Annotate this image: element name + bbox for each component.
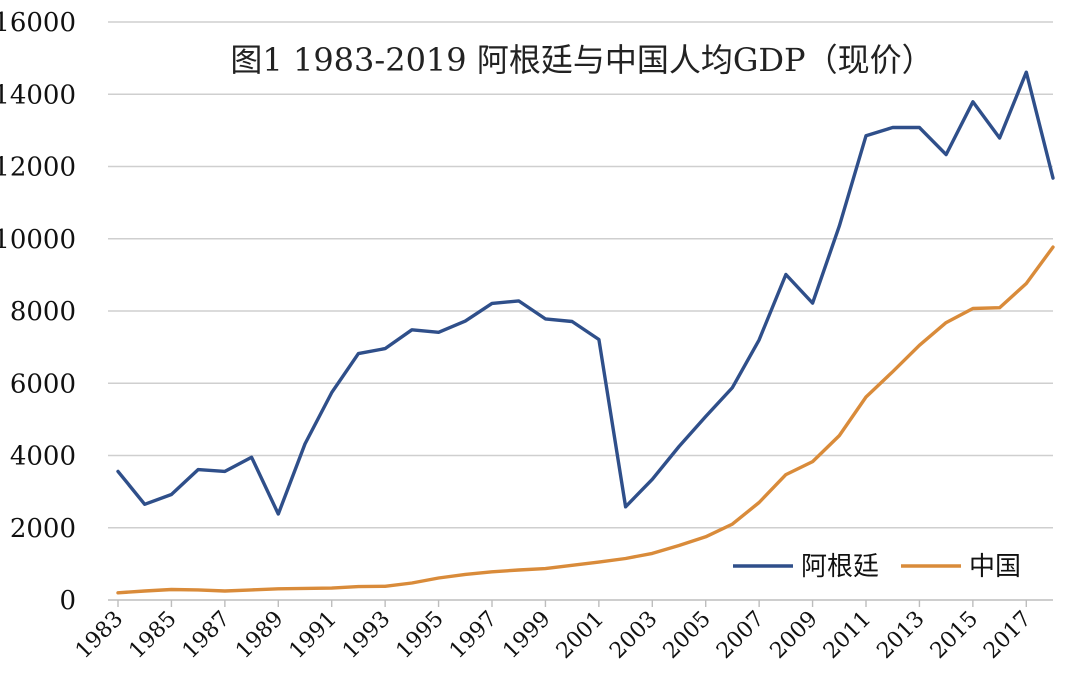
legend-label-1: 阿根廷 [801, 552, 879, 582]
chart-title: 图1 1983-2019 阿根廷与中国人均GDP（现价） [230, 41, 933, 79]
y-axis: 0 2000 4000 6000 8000 10000 12000 14000 16000 [0, 8, 76, 616]
y-tick-label: 10000 [0, 225, 76, 255]
grid-lines [108, 21, 1053, 529]
y-tick-label: 8000 [10, 297, 76, 327]
y-tick-label: 0 [59, 586, 76, 616]
series-layer [116, 70, 1055, 595]
y-tick-label: 4000 [10, 442, 76, 472]
y-tick-label: 12000 [0, 153, 76, 183]
y-tick-label: 14000 [0, 80, 76, 110]
y-tick-label: 6000 [10, 369, 76, 399]
y-tick-label: 16000 [0, 8, 76, 38]
legend: 阿根廷 中国 [733, 552, 1021, 582]
legend-label-2: 中国 [969, 552, 1021, 582]
series-line-2 [116, 245, 1055, 595]
series-line-1 [116, 70, 1055, 516]
y-tick-label: 2000 [10, 514, 76, 544]
